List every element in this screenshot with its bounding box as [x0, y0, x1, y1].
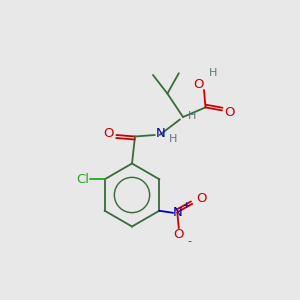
Text: N: N	[155, 127, 165, 140]
Text: -: -	[187, 236, 191, 246]
Text: H: H	[169, 134, 177, 144]
Text: O: O	[194, 77, 204, 91]
Text: O: O	[173, 228, 184, 241]
Text: O: O	[224, 106, 235, 119]
Text: H: H	[209, 68, 217, 78]
Text: Cl: Cl	[76, 173, 89, 186]
Text: O: O	[196, 192, 206, 205]
Text: H: H	[188, 111, 196, 122]
Text: N: N	[173, 206, 183, 219]
Text: O: O	[103, 127, 113, 140]
Text: +: +	[182, 201, 190, 210]
